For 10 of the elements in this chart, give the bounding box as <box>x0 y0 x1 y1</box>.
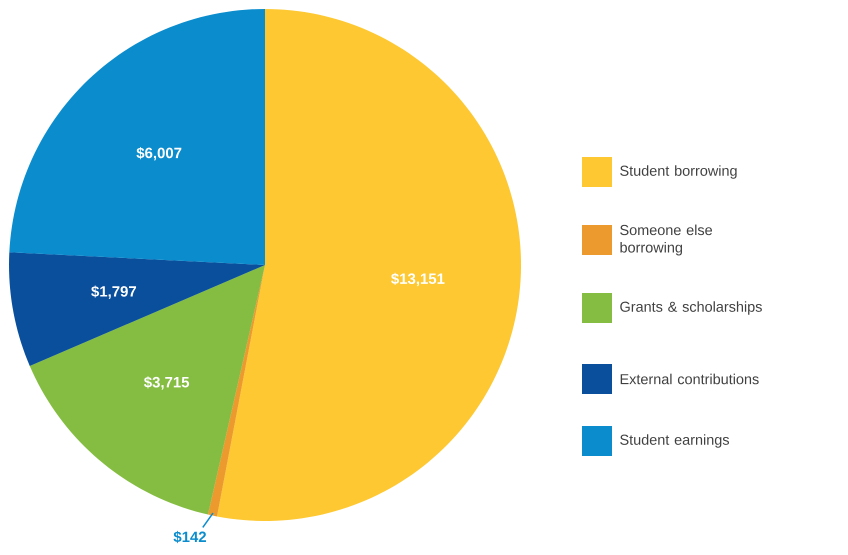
legend-label: Grants & scholarships <box>620 301 762 315</box>
legend-label: Student earnings <box>620 434 730 448</box>
data-label: $1,797 <box>91 285 136 299</box>
data-label: $3,715 <box>144 376 190 390</box>
data-label: $6,007 <box>136 146 182 160</box>
data-label: $13,151 <box>391 272 444 286</box>
legend-label: External contributions <box>620 374 759 384</box>
data-label: $142 <box>174 530 206 544</box>
legend-label: Student borrowing <box>620 165 737 179</box>
legend-label: Someone else borrowing <box>620 224 712 256</box>
